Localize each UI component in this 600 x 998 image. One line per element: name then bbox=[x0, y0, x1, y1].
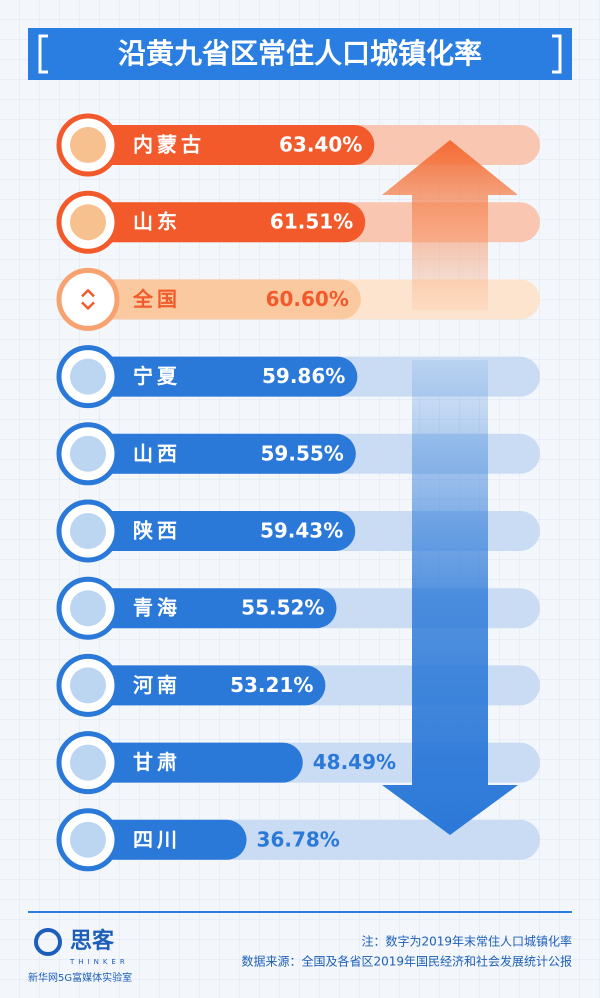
value-label: 59.86% bbox=[262, 364, 345, 388]
logo: 思客 bbox=[70, 928, 115, 954]
logo-mark bbox=[34, 928, 62, 956]
category-label: 山东 bbox=[133, 210, 181, 234]
icon bbox=[70, 667, 106, 704]
icon bbox=[70, 204, 106, 241]
source: 数据来源：全国及各省区2019年国民经济和社会发展统计公报 bbox=[241, 954, 572, 969]
icon bbox=[70, 358, 106, 395]
value-label: 55.52% bbox=[241, 596, 324, 620]
icon bbox=[70, 281, 106, 318]
category-label: 青海 bbox=[133, 596, 181, 620]
icon bbox=[70, 744, 106, 781]
bar bbox=[70, 356, 358, 397]
value-label: 61.51% bbox=[270, 210, 353, 234]
icon bbox=[70, 127, 106, 163]
up-arrow bbox=[382, 140, 518, 310]
icon bbox=[70, 513, 106, 549]
bar bbox=[70, 125, 375, 165]
down-arrow bbox=[382, 360, 518, 835]
category-label: 山西 bbox=[133, 441, 181, 465]
category-label: 陕西 bbox=[133, 519, 181, 543]
bar bbox=[70, 202, 366, 243]
category-label: 甘肃 bbox=[133, 750, 181, 774]
value-label: 59.43% bbox=[260, 519, 343, 543]
icon-chevrons bbox=[81, 288, 95, 311]
value-label: 53.21% bbox=[230, 673, 313, 697]
chart-title: 沿黄九省区常住人口城镇化率 bbox=[118, 37, 482, 70]
value-label: 59.55% bbox=[261, 441, 344, 465]
bar bbox=[70, 742, 303, 783]
value-label: 36.78% bbox=[257, 827, 340, 851]
category-label: 全国 bbox=[132, 287, 181, 311]
value-label: 48.49% bbox=[313, 750, 396, 774]
category-label: 内蒙古 bbox=[133, 133, 205, 157]
bar bbox=[70, 665, 326, 706]
logo-sub: THINKER bbox=[69, 958, 129, 966]
icon bbox=[70, 821, 106, 858]
bar bbox=[70, 279, 361, 320]
lab-name: 新华网5G富媒体实验室 bbox=[28, 971, 132, 984]
category-label: 四川 bbox=[133, 827, 181, 851]
value-label: 60.60% bbox=[266, 287, 349, 311]
value-label: 63.40% bbox=[279, 133, 362, 157]
bar bbox=[70, 588, 337, 629]
category-label: 河南 bbox=[133, 673, 181, 697]
title-brackets bbox=[38, 34, 562, 74]
bar bbox=[70, 433, 356, 474]
title-box bbox=[28, 28, 572, 80]
note: 注：数字为2019年末常住人口城镇化率 bbox=[361, 934, 572, 949]
icon bbox=[70, 590, 106, 627]
category-label: 宁夏 bbox=[133, 364, 181, 388]
bar bbox=[70, 511, 356, 551]
icon bbox=[70, 435, 106, 472]
